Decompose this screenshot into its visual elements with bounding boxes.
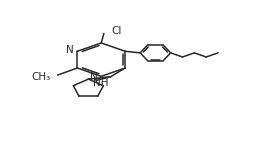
Text: Cl: Cl	[112, 27, 122, 36]
Text: NH: NH	[93, 78, 108, 88]
Text: N: N	[90, 72, 97, 82]
Text: N: N	[66, 45, 73, 55]
Text: CH₃: CH₃	[32, 72, 51, 82]
